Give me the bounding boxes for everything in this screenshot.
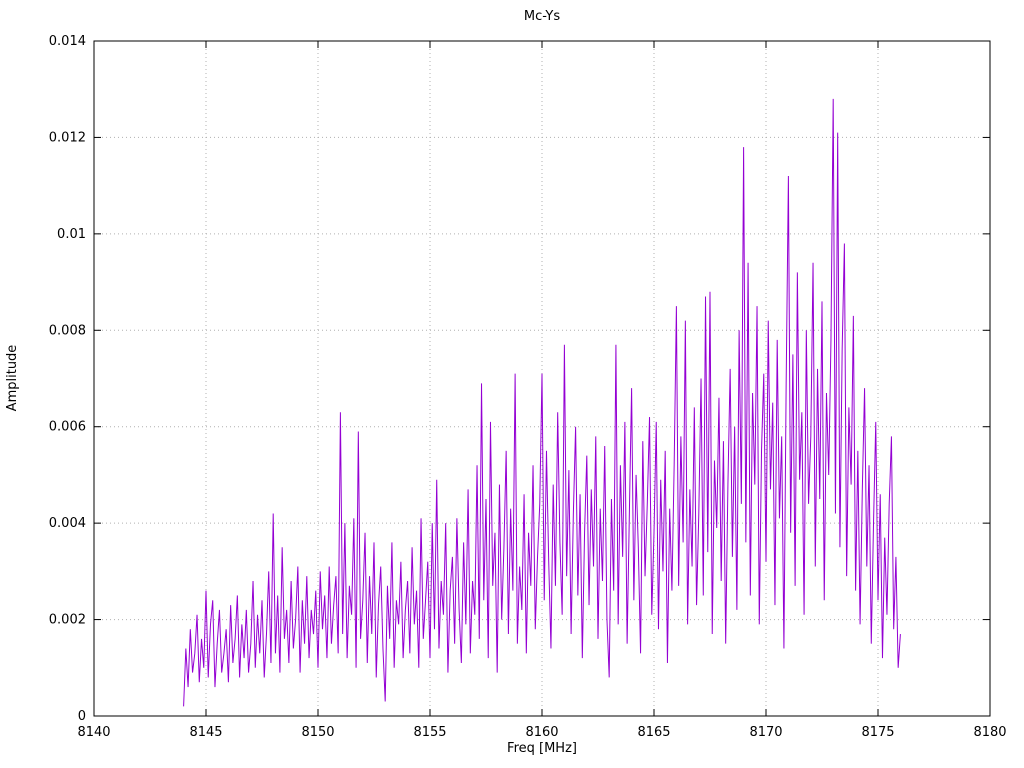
y-tick-label: 0.008 [49, 323, 86, 338]
x-tick-label: 8165 [637, 725, 670, 740]
y-tick-label: 0.014 [49, 34, 86, 49]
x-tick-label: 8145 [189, 725, 222, 740]
y-tick-label: 0.004 [49, 516, 86, 531]
y-tick-label: 0 [78, 709, 86, 724]
x-tick-label: 8150 [301, 725, 334, 740]
x-tick-label: 8140 [77, 725, 110, 740]
chart-title: Mc-Ys [524, 9, 560, 24]
y-axis-label: Amplitude [5, 345, 20, 412]
plot-border [93, 40, 991, 717]
x-tick-label: 8175 [861, 725, 894, 740]
y-tick-label: 0.012 [49, 130, 86, 145]
y-tick-label: 0.006 [49, 420, 86, 435]
series-line [183, 98, 901, 707]
axis-layer: 8140 8145 8150 8155 8160 8165 8170 8175 8180 0 0.0… [49, 34, 1007, 740]
x-tick-label: 8170 [749, 725, 782, 740]
x-tick-label: 8155 [413, 725, 446, 740]
y-tick-label: 0.01 [57, 227, 86, 242]
x-tick-label: 8180 [973, 725, 1006, 740]
x-tick-label: 8160 [525, 725, 558, 740]
y-tick-label: 0.002 [49, 613, 86, 628]
x-axis-label: Freq [MHz] [507, 741, 577, 756]
series-layer [183, 98, 901, 707]
